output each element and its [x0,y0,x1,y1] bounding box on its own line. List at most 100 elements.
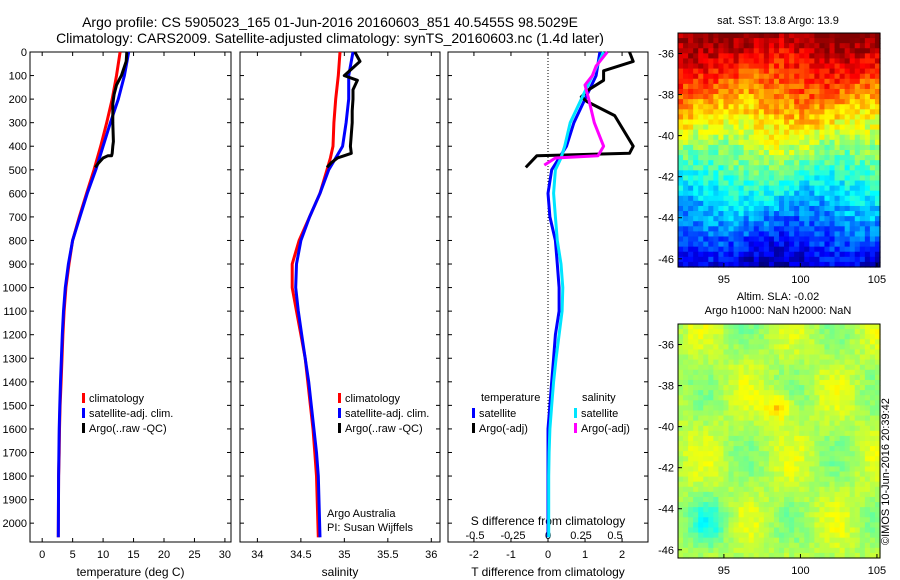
map-cell [753,139,760,146]
map-cell [794,507,800,513]
map-cell [773,48,780,54]
map-cell [708,456,714,462]
map-cell [839,527,846,534]
map-cell [683,395,689,401]
map-cell [799,425,805,432]
map-cell [698,349,704,356]
map-cell [753,354,760,361]
map-cell [723,190,730,197]
map-cell [789,216,795,222]
map-cell [869,109,876,115]
map-cell [728,379,735,386]
map-cell [834,180,841,187]
map-cell [728,190,735,197]
map-cell [864,129,871,136]
map-cell [768,400,775,406]
map-cell [794,124,800,131]
map-cell [794,241,800,248]
map-cell [809,339,815,345]
map-cell [728,160,735,166]
map-cell [693,507,699,513]
map-cell [839,324,846,330]
map-cell [824,374,831,381]
map-cell [804,359,810,366]
map-cell [728,43,735,49]
map-cell [794,205,800,212]
map-cell [834,466,841,473]
map-cell [804,119,810,126]
map-cell [789,78,795,85]
map-cell [763,119,770,126]
map-cell [844,400,851,406]
map-cell [784,374,790,381]
map-cell [799,43,805,49]
map-cell [829,211,836,217]
map-cell [784,124,790,131]
map-cell [779,496,785,503]
map-cell [849,200,856,207]
map-cell [723,53,730,60]
map-cell [834,507,841,513]
map-cell [779,481,785,488]
map-cell [839,532,846,539]
map-cell [829,420,836,427]
map-cell [763,190,770,197]
map-cell [753,144,760,151]
map-cell [683,134,689,141]
map-cell [693,246,699,253]
map-cell [849,63,856,70]
map-cell [763,522,770,529]
map-cell [698,374,704,381]
map-cell [854,73,861,80]
map-cell [824,226,831,232]
map-cell [713,517,719,523]
map-cell [748,502,755,508]
map-cell [758,190,765,197]
map-cell [809,94,815,100]
map-cell [819,236,826,243]
map-cell [864,329,871,335]
map-cell [824,329,831,335]
map-cell [804,241,810,248]
map-cell [844,150,851,156]
map-cell [748,364,755,371]
map-cell [869,53,876,60]
map-cell [859,68,866,75]
map-cell [869,405,876,412]
map-cell [748,542,755,549]
map-cell [819,547,826,554]
map-cell [869,216,876,222]
map-cell [864,73,871,80]
map-cell [738,476,745,483]
map-cell [789,400,795,406]
map-cell [789,53,795,60]
map-cell [733,134,740,141]
map-cell [738,385,745,391]
map-cell [698,109,704,115]
map-cell [768,231,775,238]
sla-map-frame [677,323,881,559]
map-cell [748,190,755,197]
map-cell [753,205,760,212]
map-cell [844,99,851,105]
map-cell [844,205,851,212]
map-cell [708,425,714,432]
map-cell [728,329,735,335]
map-cell [819,124,826,131]
map-cell [678,390,684,396]
map-cell [874,104,881,110]
map-cell [859,532,866,539]
map-cell [713,512,719,518]
map-cell [849,420,856,427]
map-cell [804,165,810,171]
map-cell [713,507,719,513]
map-cell [693,261,699,268]
map-cell [814,216,820,222]
map-cell [708,58,714,65]
map-cell [753,190,760,197]
map-cell [804,405,810,412]
map-cell [703,481,709,488]
map-cell [713,226,719,232]
map-cell [773,155,780,161]
map-cell [844,256,851,263]
